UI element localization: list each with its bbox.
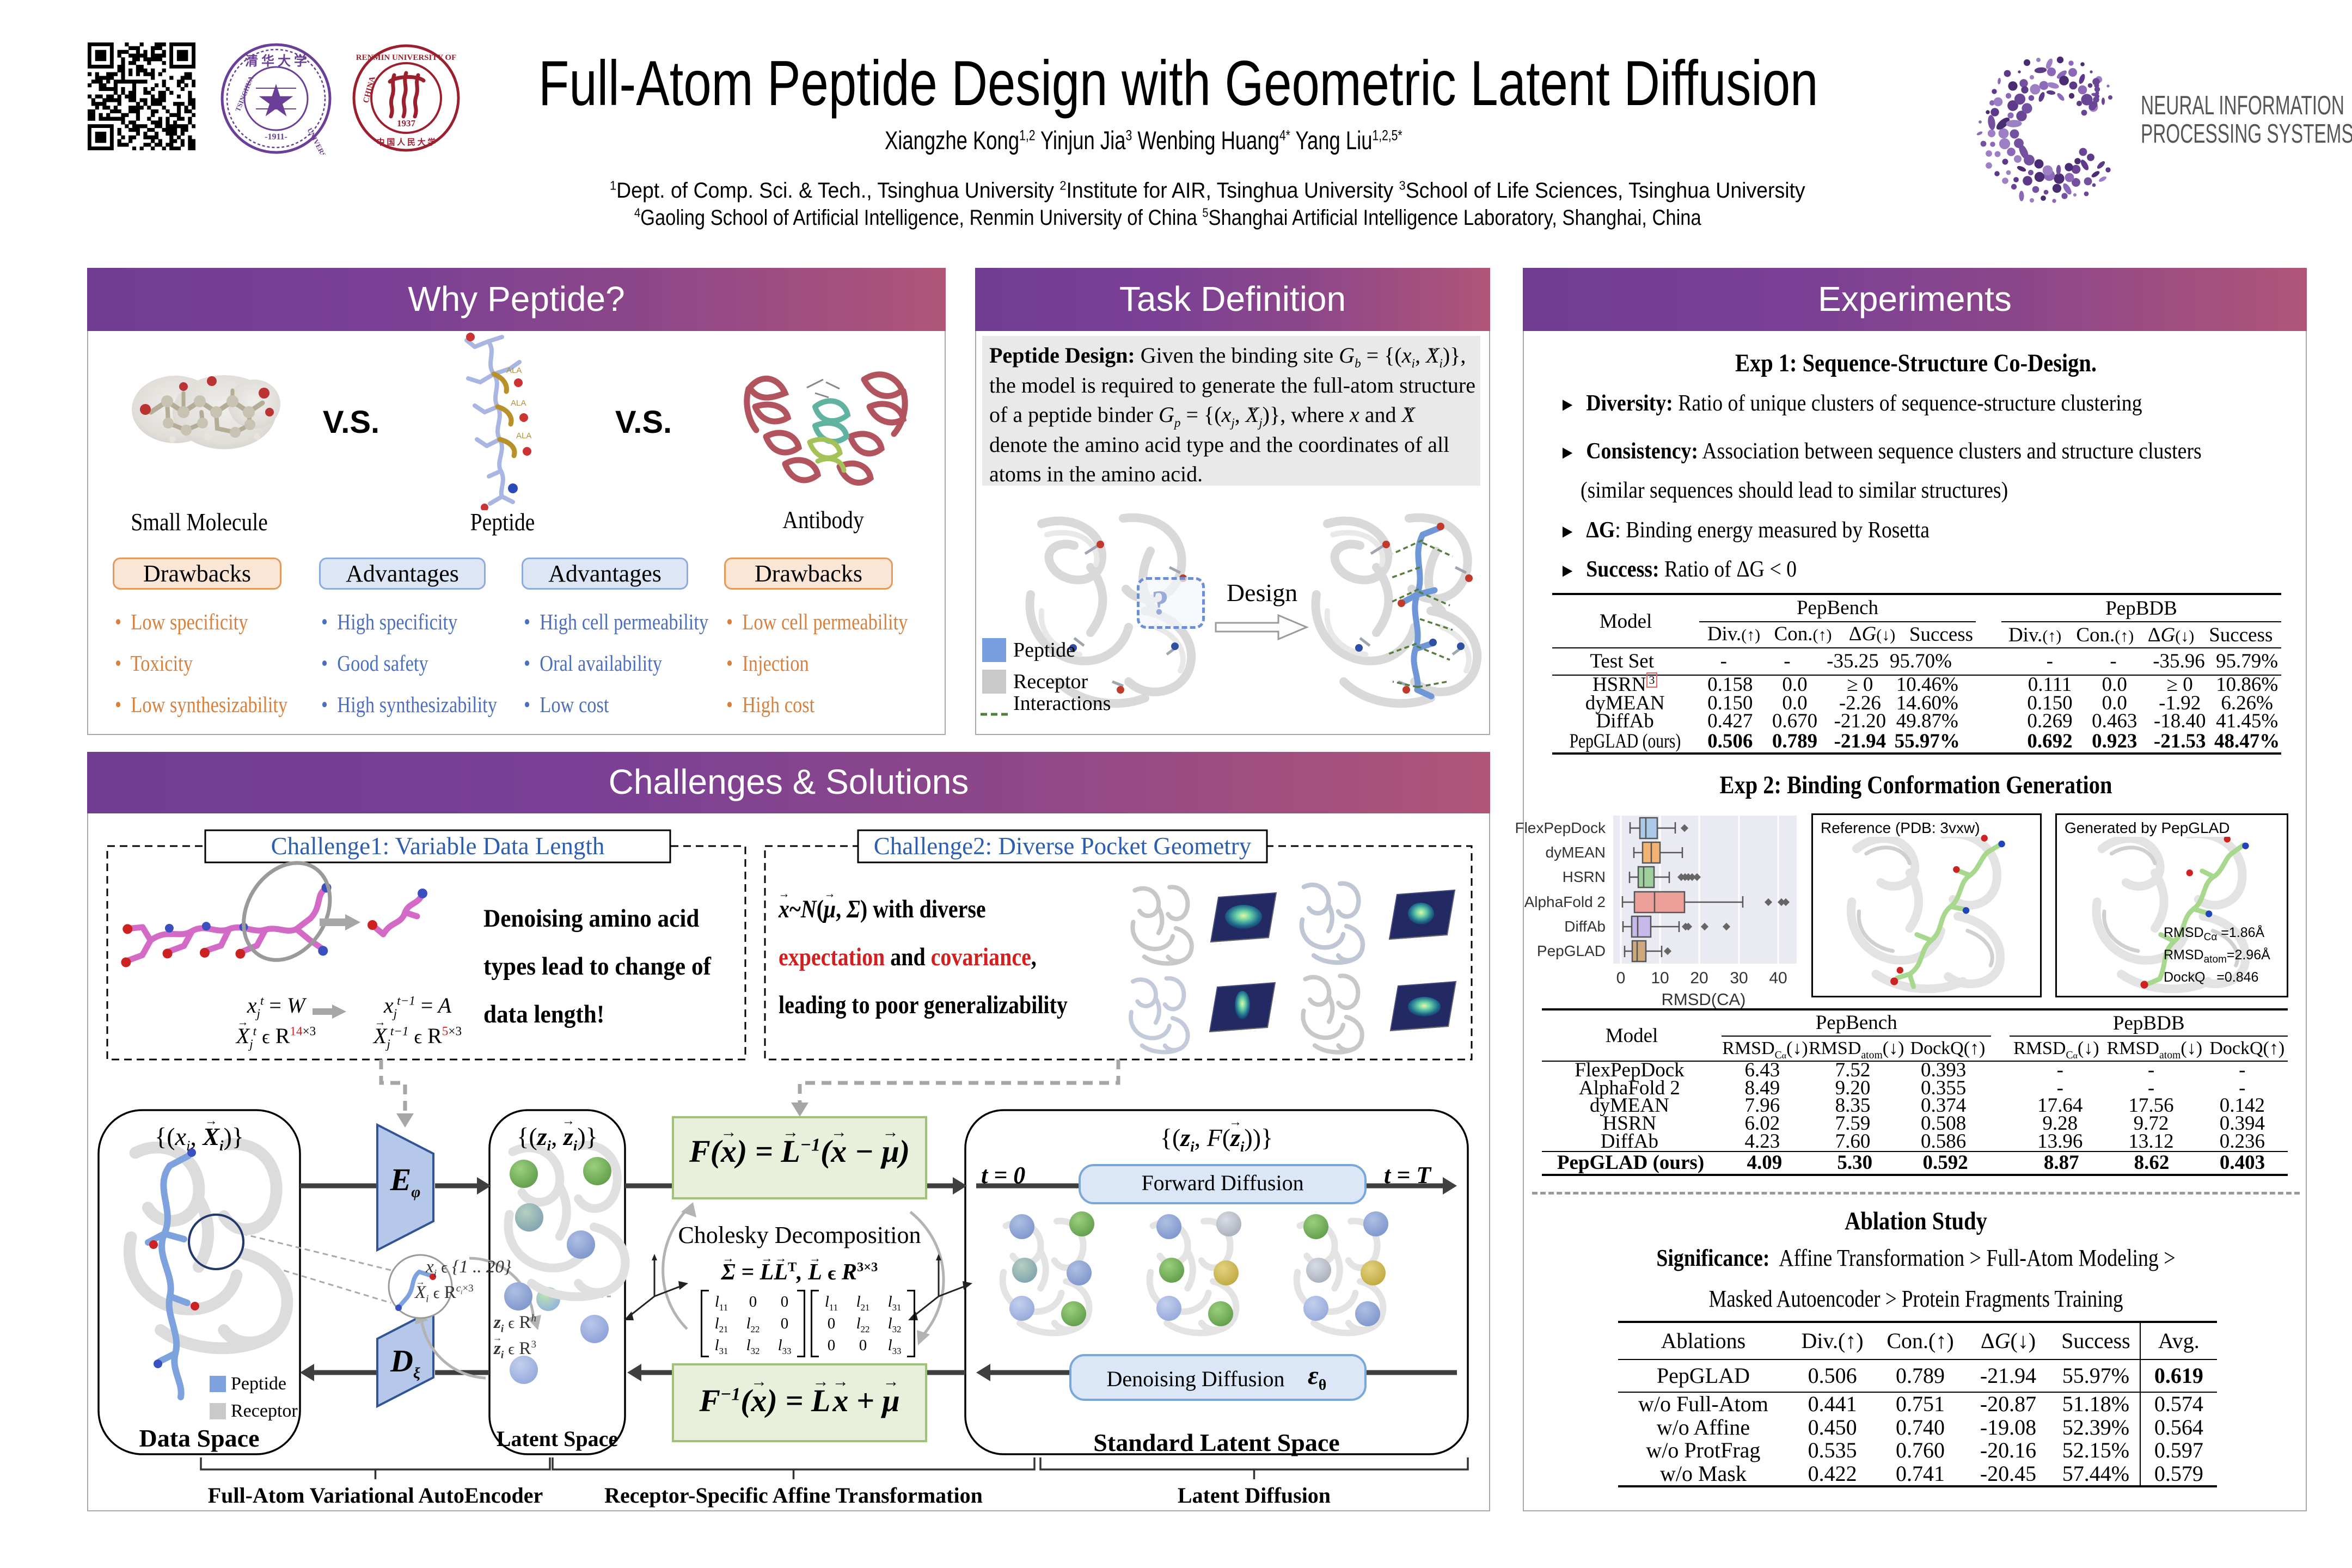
- svg-text:PepGLAD: PepGLAD: [1537, 942, 1606, 959]
- svg-text:DiffAb: DiffAb: [1564, 918, 1606, 935]
- svg-text:20: 20: [1690, 969, 1708, 987]
- svg-text:dyMEAN: dyMEAN: [1546, 844, 1606, 861]
- svg-text:40: 40: [1769, 969, 1787, 987]
- svg-text:1937: 1937: [397, 118, 416, 128]
- svg-text:中 国 人 民 大 学: 中 国 人 民 大 学: [377, 137, 436, 147]
- svg-text:AlphaFold 2: AlphaFold 2: [1524, 893, 1606, 910]
- svg-text:RENMIN UNIVERSITY OF: RENMIN UNIVERSITY OF: [356, 53, 456, 62]
- svg-text:30: 30: [1730, 969, 1748, 987]
- svg-text:ALA: ALA: [516, 431, 531, 440]
- svg-text:FlexPepDock: FlexPepDock: [1515, 819, 1606, 836]
- svg-text:ALA: ALA: [511, 399, 526, 408]
- svg-text:HSRN: HSRN: [1563, 868, 1606, 885]
- svg-text:-1911-: -1911-: [265, 132, 287, 142]
- svg-text:RMSD(CA): RMSD(CA): [1662, 990, 1746, 1009]
- svg-text:10: 10: [1651, 969, 1669, 987]
- svg-text:ALA: ALA: [506, 366, 522, 375]
- svg-text:CHINA: CHINA: [362, 75, 377, 104]
- svg-text:清 华 大 学: 清 华 大 学: [245, 53, 307, 69]
- svg-text:0: 0: [1616, 969, 1626, 987]
- svg-text:TSINGHUA: TSINGHUA: [234, 75, 255, 113]
